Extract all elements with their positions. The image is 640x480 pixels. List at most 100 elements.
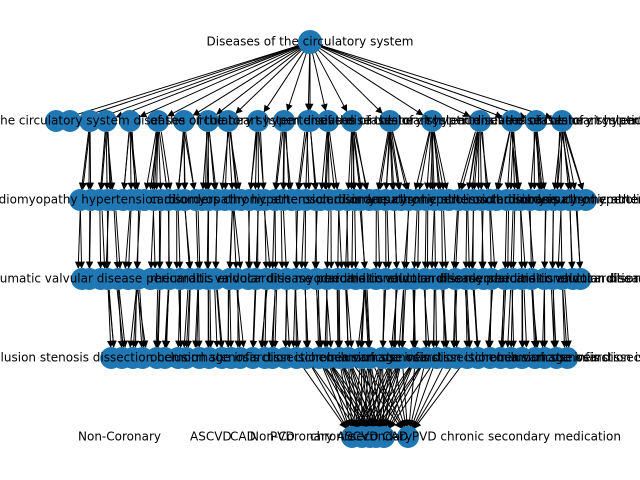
- edge-l4-to-l5: [402, 368, 411, 427]
- edge-l3-to-l4: [193, 289, 201, 348]
- edge-l1-to-l2: [295, 131, 306, 190]
- edge-l4-to-l5: [324, 366, 365, 429]
- edge-l4-to-l5: [374, 367, 404, 428]
- overlapping-node-labels-row-4: occlusion stenosis dissection hemorrhage…: [490, 351, 640, 365]
- edge-l2-to-l3: [344, 210, 352, 269]
- edge-l1-to-l2: [433, 131, 449, 190]
- edge-l4-to-l5: [350, 368, 369, 428]
- edge-l2-to-l3: [102, 210, 110, 269]
- edge-l2-to-l3: [507, 210, 515, 269]
- edge-l4-to-l5: [380, 368, 388, 427]
- edge-l1-to-l2: [383, 131, 391, 190]
- node-level-5: [373, 426, 395, 448]
- edge-l2-to-l3: [465, 210, 473, 269]
- edge-l2-to-l3: [438, 210, 446, 269]
- edge-l4-to-l5: [369, 368, 382, 427]
- edge-l4-to-l5: [340, 368, 353, 427]
- edge-l2-to-l3: [401, 210, 410, 269]
- edge-root-to-l1: [314, 51, 348, 112]
- edge-l3-to-l4: [285, 289, 293, 348]
- edge-l2-to-l3: [414, 210, 422, 269]
- edge-l1-to-l2: [494, 131, 511, 190]
- edge-l1-to-l2: [158, 131, 170, 190]
- edge-l1-to-l2: [417, 131, 431, 190]
- edge-root-to-l1: [286, 52, 308, 112]
- edge-l1-to-l2: [353, 131, 364, 190]
- edge-l3-to-l4: [175, 289, 183, 348]
- overlapping-node-labels-row-2: cardiomyopathy hypertension disorders ch…: [490, 193, 640, 207]
- edge-l4-to-l5: [343, 367, 372, 428]
- node-level-1: [525, 110, 547, 132]
- edges-group: [65, 44, 585, 429]
- edge-l3-to-l4: [192, 289, 200, 348]
- edge-l3-to-l4: [334, 289, 342, 348]
- overlapping-node-labels-row-1: of the circulatory system diseases of th…: [0, 114, 480, 128]
- edge-l1-to-l2: [252, 131, 260, 190]
- edge-l3-to-l4: [379, 289, 387, 348]
- edge-l3-to-l4: [161, 289, 169, 348]
- node-level-1: [379, 110, 401, 132]
- node-level-1: [217, 110, 239, 132]
- edge-l4-to-l5: [324, 366, 371, 429]
- edge-l4-to-l5: [371, 368, 391, 428]
- edge-l3-to-l4: [294, 289, 302, 348]
- nodes-group: [45, 30, 597, 448]
- edge-root-to-l1: [320, 44, 553, 120]
- edge-root-to-l1: [311, 52, 328, 111]
- edge-l4-to-l5: [366, 367, 403, 429]
- edge-l2-to-l3: [568, 210, 576, 269]
- node-level-1: [341, 110, 363, 132]
- edge-l3-to-l4: [227, 289, 235, 348]
- edge-root-to-l1: [320, 45, 503, 118]
- node-level-4: [556, 347, 579, 369]
- node-level-1: [147, 110, 169, 132]
- edge-l1-to-l2: [377, 131, 390, 190]
- edge-l3-to-l4: [185, 289, 193, 348]
- edge-l1-to-l2: [388, 131, 396, 190]
- overlapping-node-labels-row-3: rheumatic valvular disease pericarditis …: [320, 272, 640, 286]
- edge-l3-to-l4: [321, 289, 329, 348]
- edge-l1-to-l2: [208, 131, 218, 190]
- edge-l3-to-l4: [250, 289, 258, 348]
- edge-l3-to-l4: [181, 289, 189, 348]
- edge-l2-to-l3: [194, 210, 202, 269]
- node-level-1: [421, 110, 443, 132]
- bottom-node-label: chronic: [310, 430, 354, 444]
- edge-root-to-l1: [263, 50, 305, 113]
- edge-l1-to-l2: [273, 131, 284, 190]
- edge-l3-to-l4: [224, 289, 232, 348]
- edge-l1-to-l2: [511, 131, 521, 190]
- edge-l2-to-l3: [122, 210, 131, 269]
- edge-l3-to-l4: [118, 289, 128, 348]
- edge-l1-to-l2: [85, 131, 93, 190]
- edge-l2-to-l3: [233, 210, 244, 269]
- edge-l3-to-l4: [550, 289, 558, 348]
- edge-l2-to-l3: [555, 210, 562, 269]
- node-level-1: [273, 110, 295, 132]
- edge-l4-to-l5: [414, 366, 462, 429]
- edge-l3-to-l4: [398, 289, 406, 348]
- root-node-label: Diseases of the circulatory system: [207, 35, 414, 49]
- edge-l1-to-l2: [459, 131, 478, 191]
- bottom-node-label: CAD: [230, 430, 256, 444]
- edge-l3-to-l4: [216, 289, 225, 348]
- edge-l2-to-l3: [232, 210, 240, 269]
- edge-l3-to-l4: [562, 289, 570, 348]
- edge-l1-to-l2: [103, 131, 111, 190]
- edge-l3-to-l4: [325, 289, 334, 348]
- edge-l2-to-l3: [501, 210, 509, 269]
- edge-l1-to-l2: [202, 131, 210, 190]
- edge-l4-to-l5: [412, 367, 443, 428]
- edge-l3-to-l4: [216, 289, 226, 348]
- edge-l1-to-l2: [149, 131, 158, 190]
- edge-root-to-l1: [167, 46, 301, 117]
- overlapping-node-labels-row-1: of the circulatory system diseases of th…: [490, 114, 640, 128]
- edge-l2-to-l3: [478, 210, 486, 269]
- edge-l3-to-l4: [432, 289, 440, 348]
- edge-l1-to-l2: [551, 131, 562, 190]
- node-level-1: [173, 110, 195, 132]
- edge-l4-to-l5: [354, 366, 402, 429]
- overlapping-node-labels-row-3: rheumatic valvular disease pericarditis …: [490, 272, 640, 286]
- edge-l1-to-l2: [130, 131, 141, 190]
- edge-l2-to-l3: [263, 210, 273, 269]
